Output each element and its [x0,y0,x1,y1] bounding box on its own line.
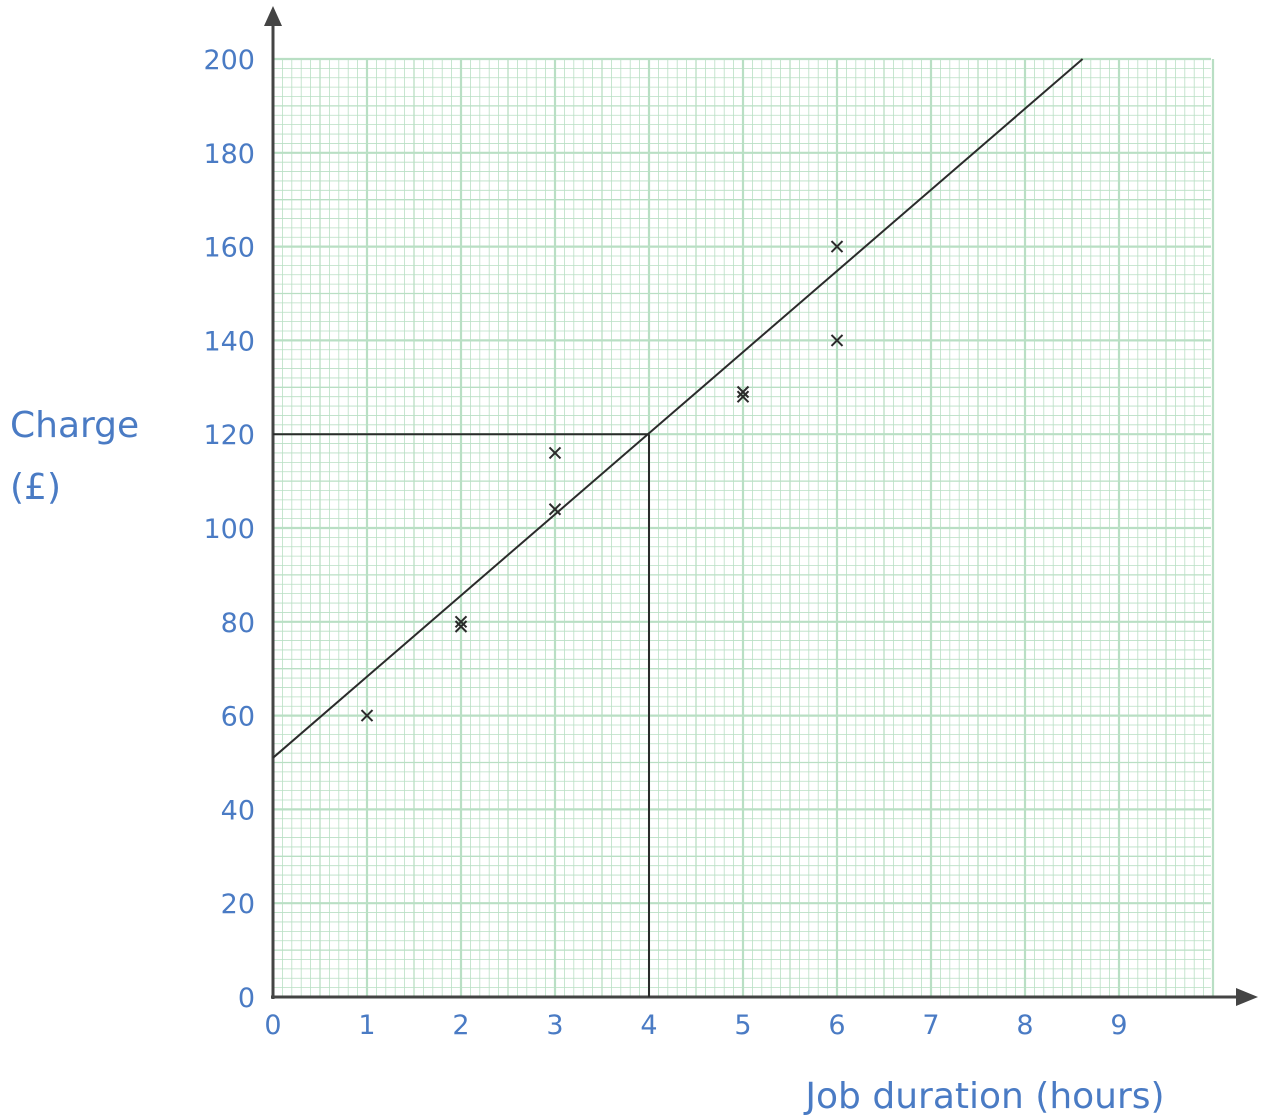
axes [264,6,1258,1006]
x-axis-label: Job duration (hours) [803,1076,1164,1117]
x-tick-label-5: 5 [734,1010,751,1041]
x-tick-label-7: 7 [922,1010,939,1041]
data-point-stroke [830,334,844,347]
data-point-stroke [830,240,844,253]
y-tick-label-100: 100 [203,514,255,545]
data-point-stroke [454,615,468,629]
data-point-7 [736,385,750,399]
y-tick-label-80: 80 [221,608,255,639]
data-point-1 [360,709,374,722]
x-tick-label-8: 8 [1016,1010,1033,1041]
x-axis-arrowhead [1236,988,1258,1006]
y-tick-label-40: 40 [221,795,255,826]
data-point-stroke [736,385,750,399]
data-point-5 [548,446,562,460]
y-tick-label-160: 160 [203,233,255,264]
x-tick-label-1: 1 [358,1010,375,1041]
data-points [360,240,844,722]
best-fit-line [272,58,1084,759]
data-point-stroke [548,446,562,460]
y-tick-label-140: 140 [203,326,255,357]
tick-labels: 0 1 2 3 4 5 6 7 8 9 0 20 40 60 80 100 120 140 160 180 200 [203,45,1127,1041]
data-point-2 [454,620,468,633]
x-tick-label-6: 6 [828,1010,845,1041]
y-axis-arrowhead [264,6,282,26]
data-point-stroke [548,503,562,516]
data-point-stroke [736,390,750,403]
x-tick-label-0: 0 [264,1010,281,1041]
y-tick-label-120: 120 [203,420,255,451]
y-axis-label-line-2: (£) [10,467,61,508]
data-point-6 [736,390,750,403]
y-tick-label-60: 60 [221,702,255,733]
y-tick-label-180: 180 [203,139,255,170]
y-tick-label-20: 20 [221,889,255,920]
x-tick-label-9: 9 [1110,1010,1127,1041]
data-point-stroke [360,709,374,722]
plot-lines [272,58,1084,997]
x-tick-label-2: 2 [452,1010,469,1041]
data-point-stroke [454,620,468,633]
x-tick-label-3: 3 [546,1010,563,1041]
y-axis-label-line-1: Charge [10,405,139,446]
y-tick-label-0: 0 [238,983,255,1014]
data-point-8 [830,334,844,347]
x-tick-label-4: 4 [640,1010,657,1041]
data-point-3 [454,615,468,629]
data-point-9 [830,240,844,253]
grid [271,57,1215,999]
data-point-4 [548,503,562,516]
y-tick-label-200: 200 [203,45,255,76]
